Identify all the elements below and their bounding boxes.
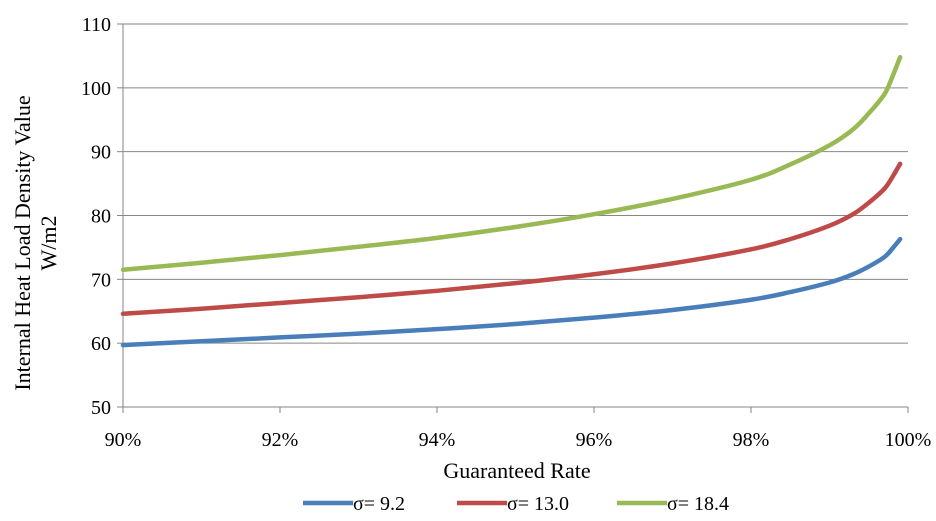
gridlines <box>117 23 909 413</box>
y-tick-label: 100 <box>81 78 111 100</box>
x-tick-label: 96% <box>576 429 613 451</box>
series-line-2 <box>120 161 903 317</box>
x-tick-label: 92% <box>262 429 299 451</box>
y-tick-label: 80 <box>91 206 111 228</box>
x-tick-label: 98% <box>733 429 770 451</box>
y-axis-title-line1: Internal Heat Load Density Value <box>10 95 35 390</box>
y-tick-label: 110 <box>82 14 111 36</box>
x-tick-label: 94% <box>419 429 456 451</box>
legend: σ= 9.2 σ= 13.0 σ= 18.4 <box>303 493 729 515</box>
series-line-3 <box>120 54 903 273</box>
y-tick-label: 90 <box>91 142 111 164</box>
y-axis-tick-labels: 50 60 70 80 90 100 110 <box>81 14 111 419</box>
series-lines <box>120 54 903 348</box>
legend-label-1: σ= 9.2 <box>353 493 405 515</box>
y-tick-label: 60 <box>91 333 111 355</box>
x-axis-title: Guaranteed Rate <box>443 458 590 483</box>
x-tick-label: 90% <box>105 429 142 451</box>
legend-label-3: σ= 18.4 <box>667 493 729 515</box>
x-axis-tick-labels: 90% 92% 94% 96% 98% 100% <box>105 429 932 451</box>
series-line-1 <box>120 236 903 348</box>
legend-label-2: σ= 13.0 <box>507 493 569 515</box>
y-tick-label: 70 <box>91 269 111 291</box>
y-tick-label: 50 <box>91 397 111 419</box>
x-tick-label: 100% <box>885 429 932 451</box>
y-axis-title-line2: W/m2 <box>36 216 61 271</box>
